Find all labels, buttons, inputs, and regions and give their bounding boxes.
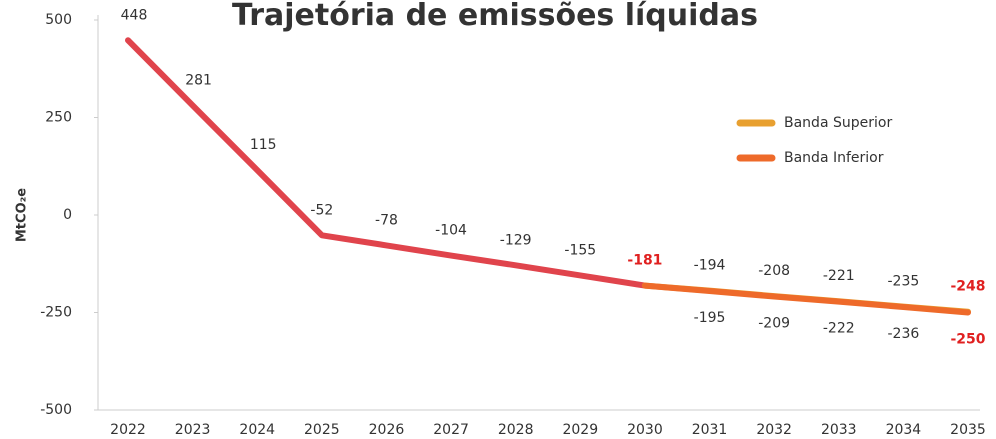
legend-label: Banda Inferior [784, 150, 884, 166]
data-label: -209 [758, 316, 790, 332]
data-label: -194 [694, 258, 726, 274]
x-tick-label: 2023 [175, 422, 211, 438]
x-tick-label: 2033 [821, 422, 857, 438]
data-label: -195 [694, 310, 726, 326]
y-tick-label: -500 [40, 402, 72, 418]
data-label: -250 [950, 332, 985, 348]
data-label: 281 [185, 72, 212, 88]
x-tick-label: 2030 [627, 422, 663, 438]
x-tick-label: 2035 [950, 422, 986, 438]
series-line [641, 282, 971, 316]
data-label: -248 [950, 279, 985, 295]
data-label: -221 [823, 268, 855, 284]
legend-label: Banda Superior [784, 115, 892, 131]
y-tick-label: -250 [40, 305, 72, 321]
data-label: -222 [823, 321, 855, 337]
x-tick-label: 2025 [304, 422, 340, 438]
data-label: -235 [887, 274, 919, 290]
data-label: -52 [310, 202, 333, 218]
x-tick-label: 2029 [562, 422, 598, 438]
data-label: 448 [121, 7, 148, 23]
data-label: -155 [564, 242, 596, 258]
data-label: -104 [435, 223, 467, 239]
x-tick-label: 2032 [756, 422, 792, 438]
y-tick-label: 250 [45, 110, 72, 126]
x-tick-label: 2028 [498, 422, 534, 438]
chart-title: Trajetória de emissões líquidas [232, 0, 758, 33]
y-tick-label: 500 [45, 12, 72, 28]
data-label: -236 [887, 326, 919, 342]
data-label: -208 [758, 263, 790, 279]
y-axis-label: MtCO₂e [15, 188, 30, 242]
data-label: 115 [250, 137, 277, 153]
data-label: -181 [627, 253, 662, 269]
series-line [125, 37, 648, 289]
y-tick-label: 0 [63, 207, 72, 223]
x-tick-label: 2031 [692, 422, 728, 438]
x-tick-label: 2022 [110, 422, 146, 438]
x-tick-label: 2027 [433, 422, 469, 438]
data-label: -78 [375, 212, 398, 228]
x-tick-label: 2034 [886, 422, 922, 438]
x-tick-label: 2024 [239, 422, 275, 438]
data-label: -129 [500, 232, 532, 248]
x-tick-label: 2026 [369, 422, 405, 438]
